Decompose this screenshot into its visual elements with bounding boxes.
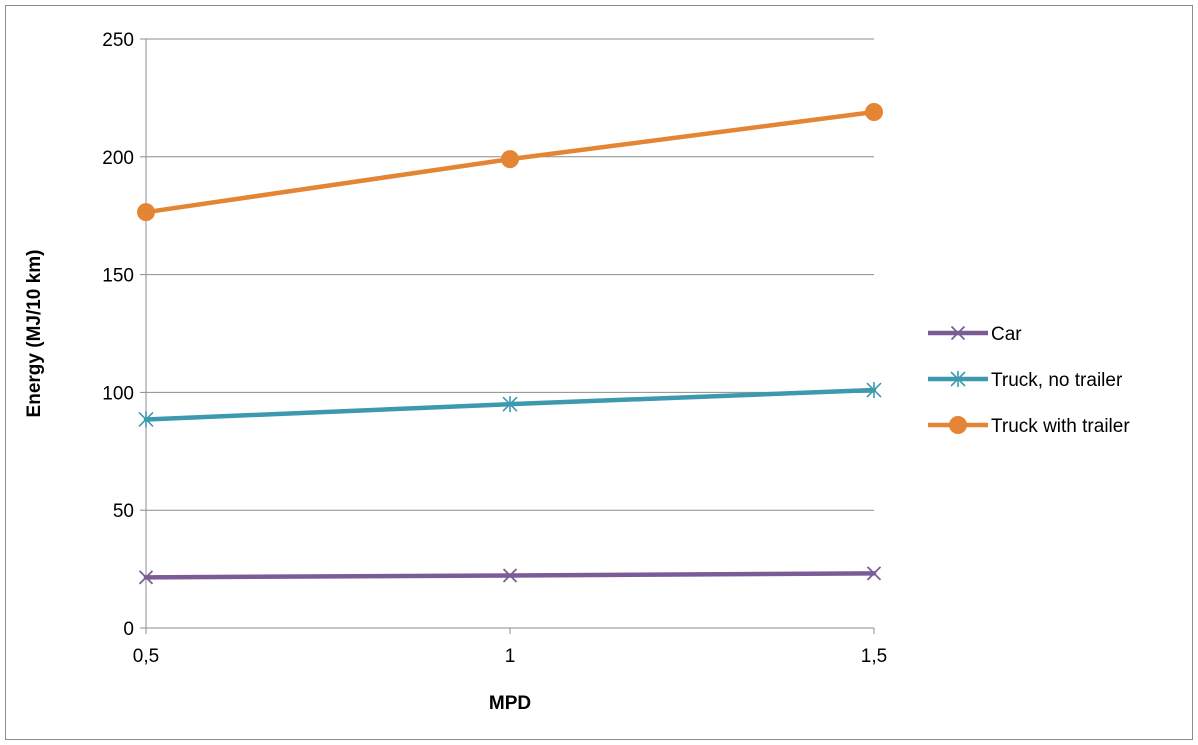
data-point xyxy=(950,325,966,341)
gridlines xyxy=(146,38,874,511)
y-tick-label: 0 xyxy=(123,619,134,640)
data-point xyxy=(138,411,154,428)
legend: Car Truck, no trailer Truck with trailer xyxy=(928,324,1130,437)
x-tick-label: 1,5 xyxy=(861,646,887,667)
legend-item-truck-no-trailer: Truck, no trailer xyxy=(928,370,1123,391)
axes: 0 50 100 150 200 250 0,5 1 1,5 xyxy=(102,30,887,667)
y-axis-title: Energy (MJ/10 km) xyxy=(24,250,45,418)
y-tick-label: 200 xyxy=(102,148,134,169)
y-tick-label: 150 xyxy=(102,266,134,287)
data-point xyxy=(866,566,882,581)
data-point xyxy=(502,568,518,583)
marker-stroke xyxy=(138,570,154,585)
series-layer xyxy=(137,103,883,585)
legend-item-truck-with-trailer: Truck with trailer xyxy=(928,416,1130,437)
data-point xyxy=(949,416,967,434)
x-tick-label: 1 xyxy=(505,646,516,667)
data-point xyxy=(138,570,154,585)
legend-label: Truck with trailer xyxy=(991,416,1130,437)
y-tick-label: 250 xyxy=(102,30,134,51)
marker-stroke xyxy=(950,325,966,341)
legend-label: Car xyxy=(991,324,1022,345)
marker-stroke xyxy=(502,568,518,583)
data-point xyxy=(137,203,155,222)
data-point xyxy=(501,150,519,169)
y-tick-label: 50 xyxy=(113,501,134,522)
data-point xyxy=(950,371,966,387)
legend-item-car: Car xyxy=(928,324,1022,345)
data-point xyxy=(865,103,883,122)
legend-label: Truck, no trailer xyxy=(991,370,1123,391)
x-tick-label: 0,5 xyxy=(133,646,159,667)
chart-frame xyxy=(5,5,1193,740)
data-point xyxy=(502,396,518,413)
data-point xyxy=(866,382,882,399)
x-axis-title: MPD xyxy=(489,693,531,714)
marker-stroke xyxy=(866,566,882,581)
y-tick-label: 100 xyxy=(102,383,134,404)
